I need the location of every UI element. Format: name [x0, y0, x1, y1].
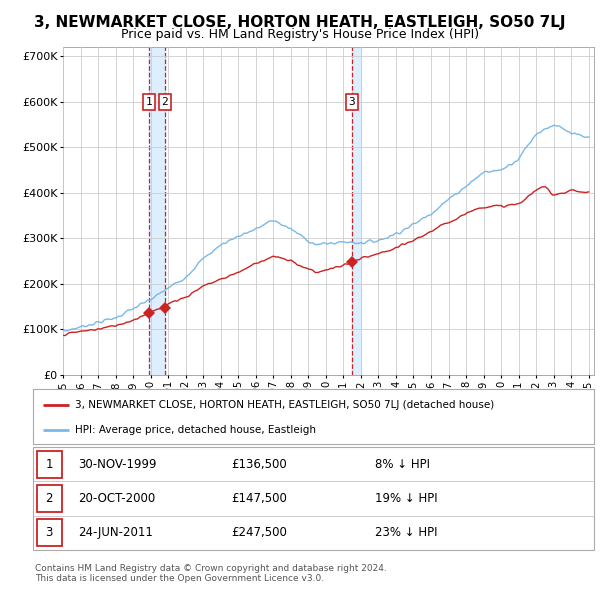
- Text: Price paid vs. HM Land Registry's House Price Index (HPI): Price paid vs. HM Land Registry's House …: [121, 28, 479, 41]
- Text: 2: 2: [161, 97, 168, 107]
- Text: 3: 3: [46, 526, 53, 539]
- Bar: [149, 47, 165, 375]
- Text: 3, NEWMARKET CLOSE, HORTON HEATH, EASTLEIGH, SO50 7LJ (detached house): 3, NEWMARKET CLOSE, HORTON HEATH, EASTLE…: [75, 399, 494, 409]
- Text: Contains HM Land Registry data © Crown copyright and database right 2024.
This d: Contains HM Land Registry data © Crown c…: [35, 563, 386, 583]
- Text: 1: 1: [146, 97, 152, 107]
- Text: 8% ↓ HPI: 8% ↓ HPI: [375, 458, 430, 471]
- Text: 19% ↓ HPI: 19% ↓ HPI: [375, 492, 437, 505]
- Text: 2: 2: [46, 492, 53, 505]
- Text: HPI: Average price, detached house, Eastleigh: HPI: Average price, detached house, East…: [75, 425, 316, 435]
- Bar: [352, 47, 361, 375]
- Text: 24-JUN-2011: 24-JUN-2011: [78, 526, 153, 539]
- Text: 3: 3: [349, 97, 355, 107]
- Text: £247,500: £247,500: [231, 526, 287, 539]
- Text: £147,500: £147,500: [231, 492, 287, 505]
- Text: 3, NEWMARKET CLOSE, HORTON HEATH, EASTLEIGH, SO50 7LJ: 3, NEWMARKET CLOSE, HORTON HEATH, EASTLE…: [34, 15, 566, 30]
- Text: 30-NOV-1999: 30-NOV-1999: [78, 458, 157, 471]
- Text: 23% ↓ HPI: 23% ↓ HPI: [375, 526, 437, 539]
- Text: 20-OCT-2000: 20-OCT-2000: [78, 492, 155, 505]
- Text: £136,500: £136,500: [231, 458, 287, 471]
- Text: 1: 1: [46, 458, 53, 471]
